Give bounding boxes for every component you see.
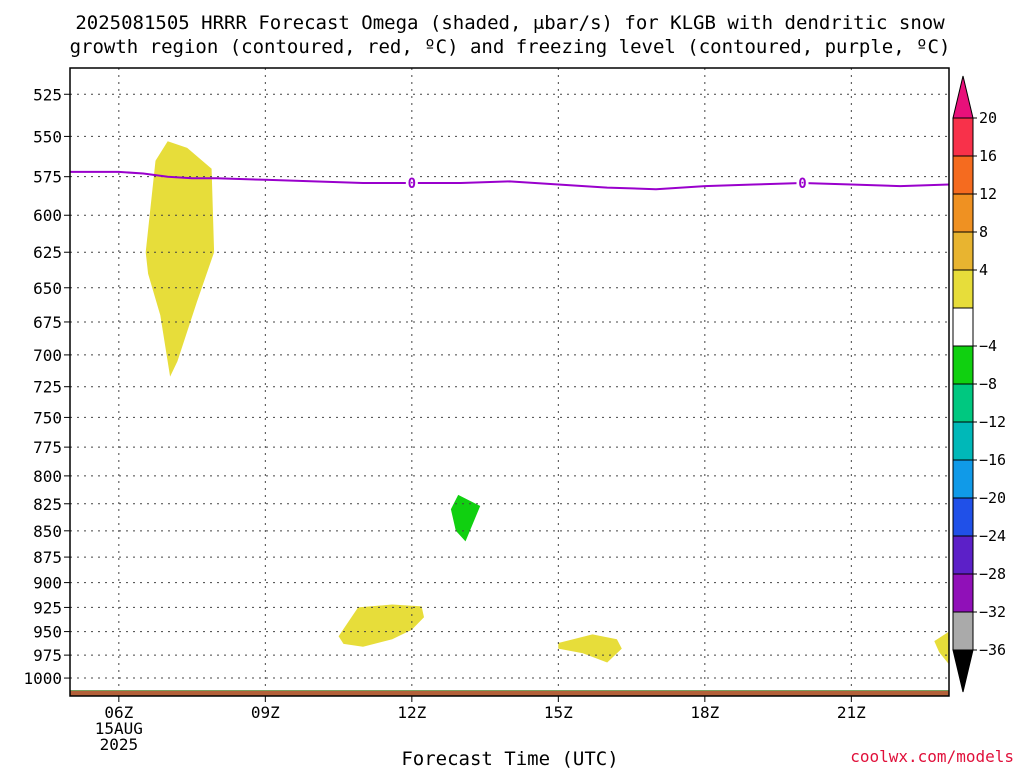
colorbar-swatch-6 bbox=[952, 307, 974, 347]
y-tick-label-600: 600 bbox=[33, 206, 62, 225]
y-tick-label-900: 900 bbox=[33, 574, 62, 593]
y-tick-label-525: 525 bbox=[33, 85, 62, 104]
colorbar-label-11: −24 bbox=[979, 527, 1006, 545]
y-tick-label-675: 675 bbox=[33, 313, 62, 332]
x-tick-label-6-1: 06Z bbox=[104, 703, 133, 722]
colorbar-label-5: 4 bbox=[979, 261, 988, 279]
chart-title-line-2: growth region (contoured, red, ºC) and f… bbox=[70, 36, 951, 58]
colorbar-label-8: −12 bbox=[979, 413, 1006, 431]
x-tick-label-9-1: 09Z bbox=[251, 703, 280, 722]
freezing-level-label-bg-1 bbox=[405, 174, 418, 191]
surface-layer bbox=[70, 690, 949, 696]
y-tick-label-700: 700 bbox=[33, 346, 62, 365]
chart-title-line-1: 2025081505 HRRR Forecast Omega (shaded, … bbox=[75, 12, 945, 34]
credit-link[interactable]: coolwx.com/models bbox=[850, 747, 1014, 766]
omega-region-2 bbox=[338, 604, 424, 647]
y-tick-label-650: 650 bbox=[33, 279, 62, 298]
omega-region-3 bbox=[558, 634, 622, 663]
y-tick-label-775: 775 bbox=[33, 438, 62, 457]
colorbar-swatch-10 bbox=[952, 459, 974, 499]
colorbar-label-3: 12 bbox=[979, 185, 997, 203]
colorbar-swatch-5 bbox=[952, 269, 974, 309]
colorbar-swatch-2 bbox=[952, 155, 974, 195]
y-tick-label-575: 575 bbox=[33, 168, 62, 187]
x-tick-label-6-2: 15AUG bbox=[95, 719, 143, 738]
omega-region-4 bbox=[934, 631, 949, 665]
colorbar-label-4: 8 bbox=[979, 223, 988, 241]
colorbar-label-14: −36 bbox=[979, 641, 1006, 659]
y-tick-label-925: 925 bbox=[33, 598, 62, 617]
y-tick-label-975: 975 bbox=[33, 646, 62, 665]
x-tick-label-12-1: 12Z bbox=[397, 703, 426, 722]
plot-frame bbox=[69, 67, 950, 697]
colorbar-bottom-arrow bbox=[952, 649, 974, 693]
x-axis-title: Forecast Time (UTC) bbox=[401, 748, 618, 768]
y-tick-label-625: 625 bbox=[33, 243, 62, 262]
x-tick-label-21-1: 21Z bbox=[837, 703, 866, 722]
colorbar-top-arrow bbox=[952, 75, 974, 119]
omega-region-1 bbox=[145, 141, 215, 377]
y-tick-label-950: 950 bbox=[33, 623, 62, 642]
freezing-level-label-bg-2 bbox=[796, 174, 809, 191]
y-tick-label-725: 725 bbox=[33, 378, 62, 397]
colorbar-swatch-11 bbox=[952, 497, 974, 537]
colorbar-swatch-9 bbox=[952, 421, 974, 461]
y-tick-label-550: 550 bbox=[33, 127, 62, 146]
colorbar-label-9: −16 bbox=[979, 451, 1006, 469]
colorbar-swatch-4 bbox=[952, 231, 974, 271]
colorbar-label-12: −28 bbox=[979, 565, 1006, 583]
freezing-level-line bbox=[70, 170, 950, 191]
colorbar-label-2: 16 bbox=[979, 147, 997, 165]
colorbar-label-6: −4 bbox=[979, 337, 997, 355]
y-tick-label-800: 800 bbox=[33, 467, 62, 486]
colorbar-swatch-3 bbox=[952, 193, 974, 233]
x-tick-label-15-1: 15Z bbox=[544, 703, 573, 722]
colorbar-label-1: 20 bbox=[979, 109, 997, 127]
freezing-level-label-2: 0 bbox=[798, 176, 806, 192]
omega-shading-layer bbox=[145, 141, 949, 665]
colorbar-label-13: −32 bbox=[979, 603, 1006, 621]
colorbar-swatch-1 bbox=[952, 117, 974, 157]
y-axis: 525 550 575 600 625 650 675 700 725 750 775 800 825 8… bbox=[23, 85, 70, 688]
colorbar-swatch-7 bbox=[952, 345, 974, 385]
y-tick-label-850: 850 bbox=[33, 522, 62, 541]
omega-region-5 bbox=[450, 494, 481, 542]
y-tick-label-1000: 1000 bbox=[23, 669, 62, 688]
x-tick-label-18-1: 18Z bbox=[690, 703, 719, 722]
colorbar-label-7: −8 bbox=[979, 375, 997, 393]
x-tick-label-6-3: 2025 bbox=[100, 735, 139, 754]
y-tick-label-750: 750 bbox=[33, 408, 62, 427]
y-tick-label-825: 825 bbox=[33, 495, 62, 514]
colorbar-swatch-12 bbox=[952, 535, 974, 575]
colorbar-swatch-14 bbox=[952, 611, 974, 651]
colorbar-swatch-8 bbox=[952, 383, 974, 423]
freezing-level-label-1: 0 bbox=[408, 176, 416, 192]
colorbar-label-10: −20 bbox=[979, 489, 1006, 507]
colorbar-swatch-13 bbox=[952, 573, 974, 613]
surface-ground-strip bbox=[70, 690, 949, 696]
y-tick-label-875: 875 bbox=[33, 548, 62, 567]
colorbar: 20 16 12 8 4 −4 −8 −12 −16 −20 −24 −28 −32 −36 bbox=[952, 75, 1006, 693]
